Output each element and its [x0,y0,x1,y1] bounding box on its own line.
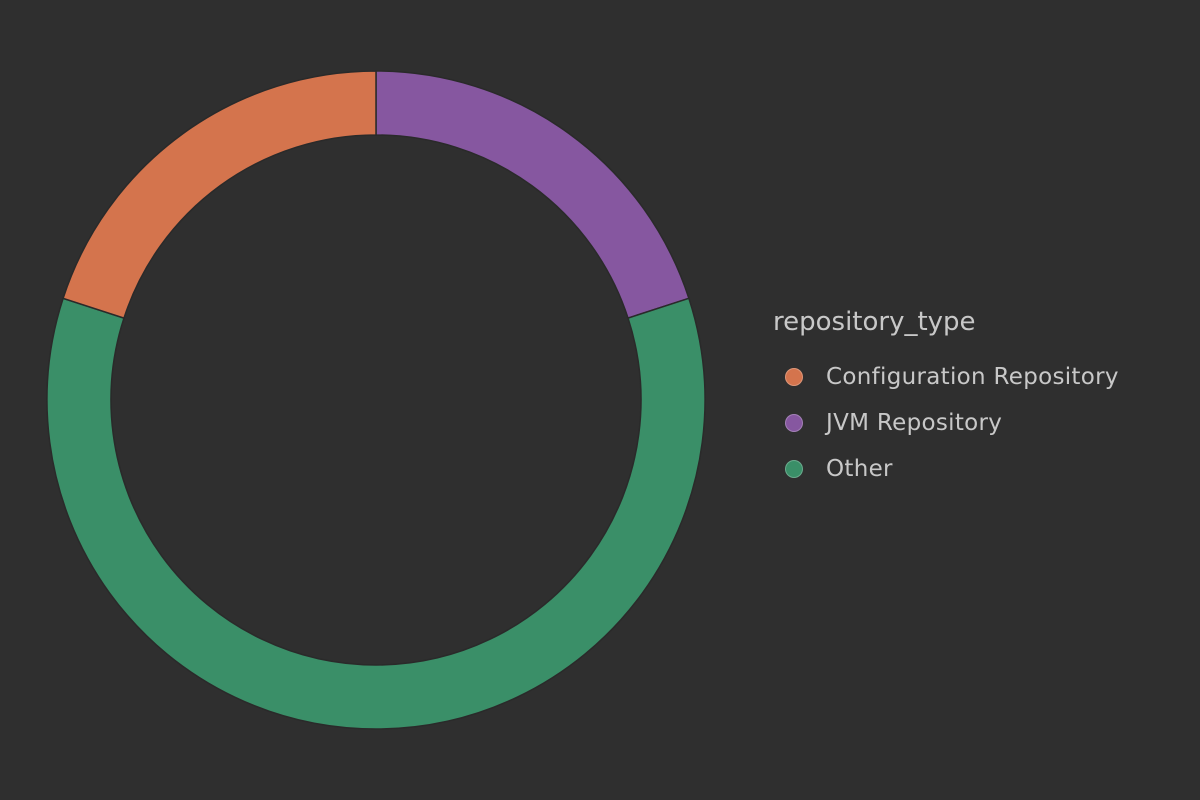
donut-slice-configuration-repository[interactable] [62,70,377,320]
legend-label: JVM Repository [826,410,1003,436]
legend-title: repository_type [773,307,976,337]
legend-item-other[interactable]: Other [773,446,1119,492]
legend-label: Configuration Repository [826,364,1119,390]
legend-swatch [785,414,803,432]
legend-swatch [785,368,803,386]
donut-slice-other[interactable] [46,297,706,730]
legend-item-configuration-repository[interactable]: Configuration Repository [773,354,1119,400]
legend-label: Other [826,456,893,482]
donut-slice-jvm-repository[interactable] [375,70,690,320]
legend-swatch [785,460,803,478]
legend: repository_type Configuration Repository… [773,303,1119,492]
legend-item-jvm-repository[interactable]: JVM Repository [773,400,1119,446]
